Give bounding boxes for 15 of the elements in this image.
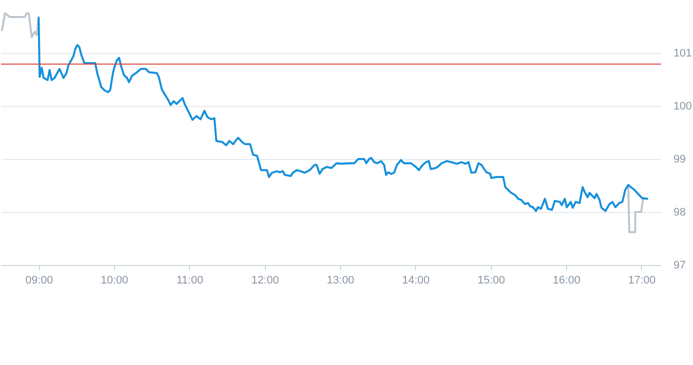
y-tick-label: 101	[674, 48, 692, 60]
x-tick-label: 11:00	[176, 274, 204, 286]
x-tick-label: 14:00	[402, 274, 430, 286]
y-tick-label: 97	[674, 260, 686, 272]
x-tick-label: 10:00	[100, 274, 128, 286]
y-tick-label: 98	[674, 206, 686, 218]
x-tick-label: 13:00	[326, 274, 354, 286]
x-tick-label: 17:00	[628, 274, 656, 286]
y-tick-label: 100	[674, 100, 692, 112]
x-tick-label: 12:00	[251, 274, 279, 286]
x-tick-label: 16:00	[552, 274, 580, 286]
x-tick-label: 15:00	[477, 274, 505, 286]
y-tick-label: 99	[674, 154, 686, 166]
line-series	[38, 17, 648, 212]
x-tick-label: 09:00	[25, 274, 53, 286]
